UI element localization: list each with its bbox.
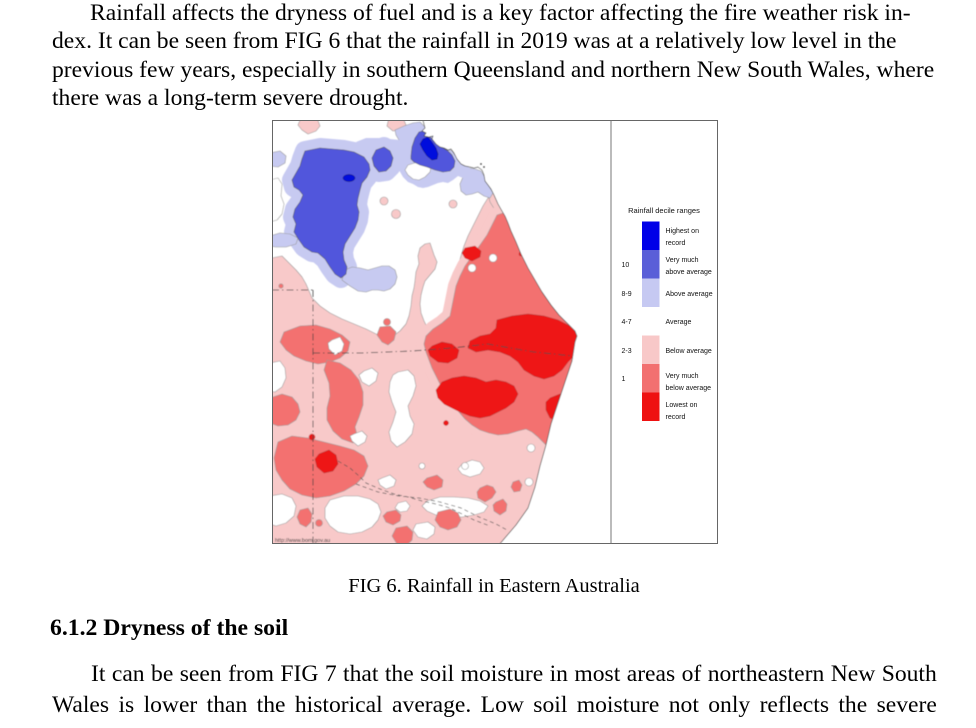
svg-text:Very much: Very much	[666, 373, 699, 380]
svg-text:2-3: 2-3	[622, 348, 632, 355]
svg-text:1: 1	[622, 376, 626, 383]
svg-text:above average: above average	[666, 269, 712, 276]
svg-text:below average: below average	[666, 385, 712, 392]
svg-text:Below average: Below average	[666, 348, 712, 355]
svg-text:8-9: 8-9	[622, 291, 632, 298]
svg-text:Average: Average	[666, 319, 692, 326]
svg-text:4-7: 4-7	[622, 319, 632, 326]
svg-text:Rainfall decile ranges: Rainfall decile ranges	[628, 206, 700, 215]
svg-text:10: 10	[622, 262, 630, 269]
svg-text:http://www.bom.gov.au: http://www.bom.gov.au	[275, 538, 330, 544]
svg-text:Very much: Very much	[666, 257, 699, 264]
svg-text:Lowest on: Lowest on	[666, 402, 698, 409]
svg-text:Above average: Above average	[666, 291, 713, 298]
svg-text:record: record	[666, 414, 686, 421]
svg-text:Highest on: Highest on	[666, 228, 700, 235]
svg-text:record: record	[666, 240, 686, 247]
